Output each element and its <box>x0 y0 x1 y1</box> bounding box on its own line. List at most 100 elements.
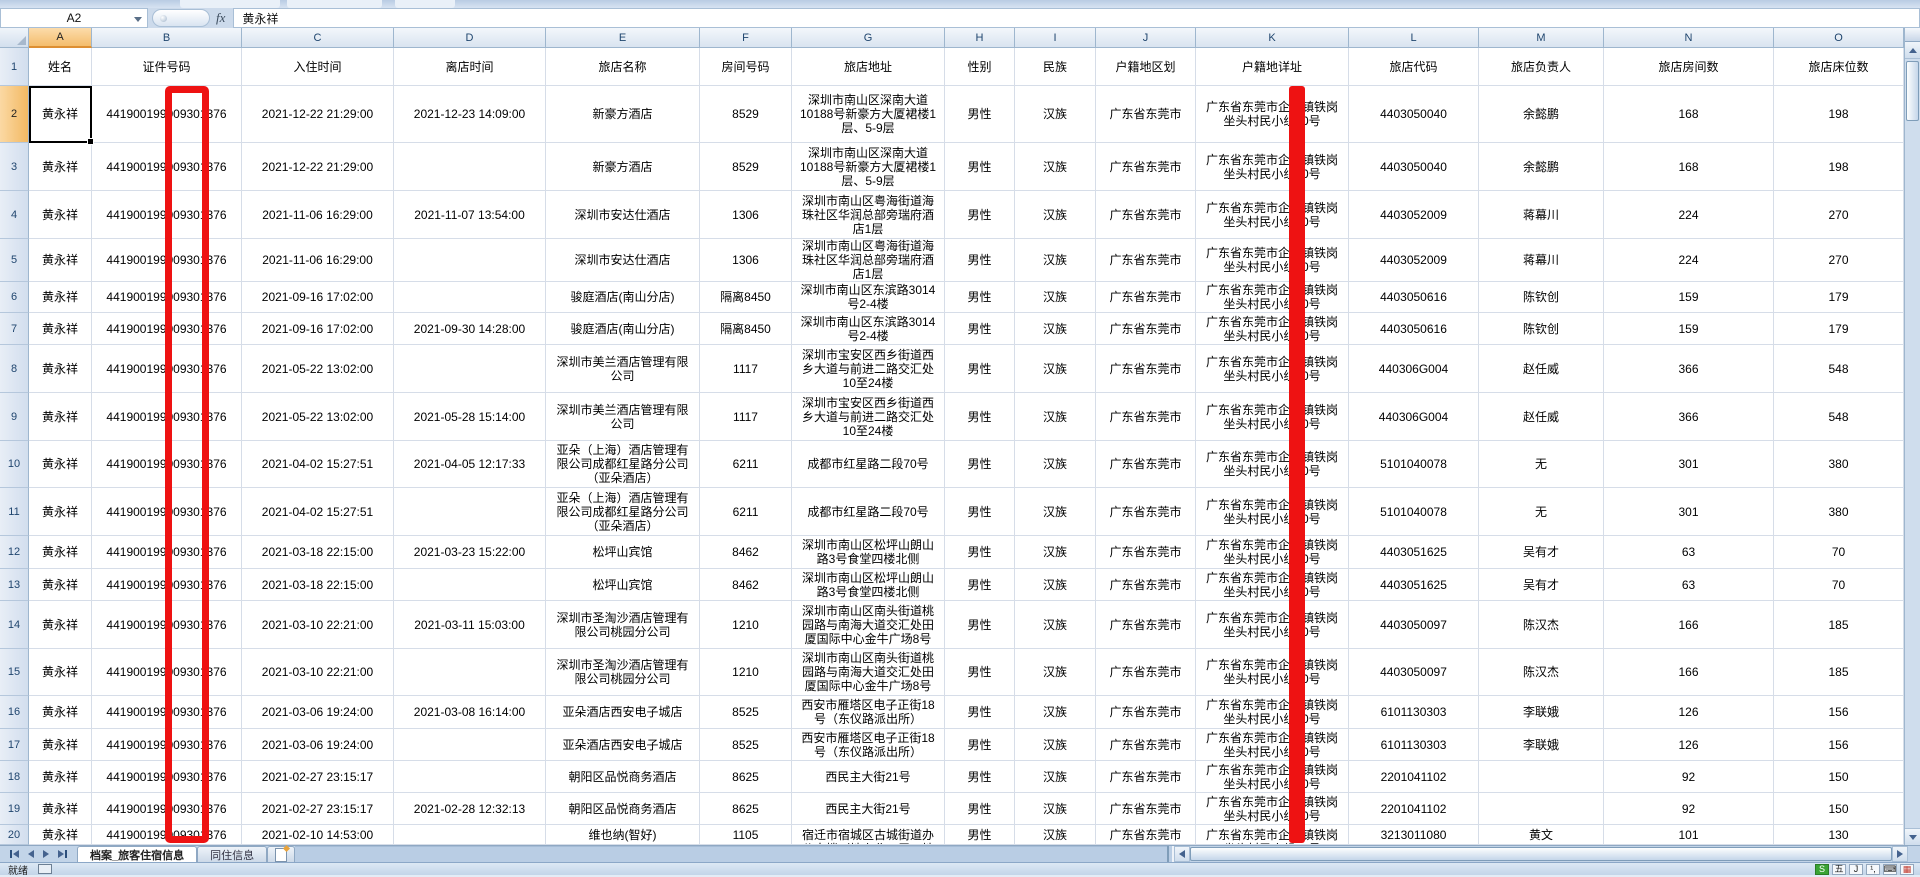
cell-H4[interactable]: 男性 <box>945 191 1015 239</box>
cell-C5[interactable]: 2021-11-06 16:29:00 <box>242 239 394 282</box>
row-header-19[interactable]: 19 <box>0 793 29 825</box>
cell-M2[interactable]: 余懿鹏 <box>1479 86 1604 143</box>
cell-G18[interactable]: 西民主大街21号 <box>792 761 945 793</box>
cell-N4[interactable]: 224 <box>1604 191 1774 239</box>
cell-N18[interactable]: 92 <box>1604 761 1774 793</box>
cell-M7[interactable]: 陈钦创 <box>1479 313 1604 345</box>
cell-H8[interactable]: 男性 <box>945 345 1015 393</box>
cell-K11[interactable]: 广东省东莞市企石镇铁岗坐头村民小组10号 <box>1196 488 1349 536</box>
cell-N8[interactable]: 366 <box>1604 345 1774 393</box>
cell-O2[interactable]: 198 <box>1774 86 1904 143</box>
cell-I14[interactable]: 汉族 <box>1015 601 1096 649</box>
scroll-right-button[interactable] <box>1892 846 1908 862</box>
cell-J16[interactable]: 广东省东莞市 <box>1096 696 1196 729</box>
cell-N17[interactable]: 126 <box>1604 729 1774 761</box>
cell-F18[interactable]: 8625 <box>700 761 792 793</box>
cell-J3[interactable]: 广东省东莞市 <box>1096 143 1196 191</box>
cell-O18[interactable]: 150 <box>1774 761 1904 793</box>
scroll-down-button[interactable] <box>1905 828 1920 845</box>
cell-G16[interactable]: 西安市雁塔区电子正街18号（东仪路派出所） <box>792 696 945 729</box>
row-header-18[interactable]: 18 <box>0 761 29 793</box>
vertical-scroll-thumb[interactable] <box>1906 61 1919 121</box>
cell-D6[interactable] <box>394 282 546 313</box>
cell-K4[interactable]: 广东省东莞市企石镇铁岗坐头村民小组10号 <box>1196 191 1349 239</box>
macro-record-icon[interactable] <box>38 864 52 874</box>
cell-E10[interactable]: 亚朵（上海）酒店管理有限公司成都红星路分公司（亚朵酒店） <box>546 441 700 488</box>
cell-E16[interactable]: 亚朵酒店西安电子城店 <box>546 696 700 729</box>
cell-G10[interactable]: 成都市红星路二段70号 <box>792 441 945 488</box>
cell-L9[interactable]: 440306G004 <box>1349 393 1479 441</box>
cell-D17[interactable] <box>394 729 546 761</box>
ime-logo-icon[interactable]: S <box>1815 863 1829 875</box>
cell-K18[interactable]: 广东省东莞市企石镇铁岗坐头村民小组10号 <box>1196 761 1349 793</box>
cell-O5[interactable]: 270 <box>1774 239 1904 282</box>
cell-B5[interactable]: 441900199009301376 <box>92 239 242 282</box>
keyboard-icon[interactable]: ⌨ <box>1883 863 1897 875</box>
cell-C16[interactable]: 2021-03-06 19:24:00 <box>242 696 394 729</box>
cell-L15[interactable]: 4403050097 <box>1349 649 1479 696</box>
row-header-3[interactable]: 3 <box>0 143 29 191</box>
cell-J13[interactable]: 广东省东莞市 <box>1096 569 1196 601</box>
cell-D18[interactable] <box>394 761 546 793</box>
cell-J9[interactable]: 广东省东莞市 <box>1096 393 1196 441</box>
mode-icon[interactable]: J <box>1849 863 1863 875</box>
cell-N6[interactable]: 159 <box>1604 282 1774 313</box>
cell-M1[interactable]: 旅店负责人 <box>1479 48 1604 86</box>
cell-O6[interactable]: 179 <box>1774 282 1904 313</box>
cell-M14[interactable]: 陈汉杰 <box>1479 601 1604 649</box>
cell-H6[interactable]: 男性 <box>945 282 1015 313</box>
cell-L17[interactable]: 6101130303 <box>1349 729 1479 761</box>
row-header-13[interactable]: 13 <box>0 569 29 601</box>
cell-A10[interactable]: 黄永祥 <box>29 441 92 488</box>
row-header-9[interactable]: 9 <box>0 393 29 441</box>
cell-J11[interactable]: 广东省东莞市 <box>1096 488 1196 536</box>
cell-G7[interactable]: 深圳市南山区东滨路3014号2-4楼 <box>792 313 945 345</box>
cell-L16[interactable]: 6101130303 <box>1349 696 1479 729</box>
cell-B4[interactable]: 441900199009301376 <box>92 191 242 239</box>
cell-K10[interactable]: 广东省东莞市企石镇铁岗坐头村民小组10号 <box>1196 441 1349 488</box>
cell-M16[interactable]: 李联娥 <box>1479 696 1604 729</box>
cell-I20[interactable]: 汉族 <box>1015 825 1096 845</box>
cell-K5[interactable]: 广东省东莞市企石镇铁岗坐头村民小组10号 <box>1196 239 1349 282</box>
insert-function-button[interactable] <box>152 9 210 27</box>
cell-E7[interactable]: 骏庭酒店(南山分店) <box>546 313 700 345</box>
cell-C1[interactable]: 入住时间 <box>242 48 394 86</box>
column-header-J[interactable]: J <box>1096 28 1196 48</box>
last-sheet-button[interactable] <box>58 850 67 858</box>
cell-E18[interactable]: 朝阳区品悦商务酒店 <box>546 761 700 793</box>
cell-E15[interactable]: 深圳市圣淘沙酒店管理有限公司桃园分公司 <box>546 649 700 696</box>
cell-C4[interactable]: 2021-11-06 16:29:00 <box>242 191 394 239</box>
cell-E13[interactable]: 松坪山宾馆 <box>546 569 700 601</box>
cell-O13[interactable]: 70 <box>1774 569 1904 601</box>
cell-B1[interactable]: 证件号码 <box>92 48 242 86</box>
cell-A18[interactable]: 黄永祥 <box>29 761 92 793</box>
cell-B15[interactable]: 441900199009301376 <box>92 649 242 696</box>
cell-K15[interactable]: 广东省东莞市企石镇铁岗坐头村民小组10号 <box>1196 649 1349 696</box>
row-header-16[interactable]: 16 <box>0 696 29 729</box>
column-header-L[interactable]: L <box>1349 28 1479 48</box>
cell-E4[interactable]: 深圳市安达仕酒店 <box>546 191 700 239</box>
horizontal-scroll-thumb[interactable] <box>1190 847 1892 861</box>
cell-O16[interactable]: 156 <box>1774 696 1904 729</box>
cell-F5[interactable]: 1306 <box>700 239 792 282</box>
cell-D4[interactable]: 2021-11-07 13:54:00 <box>394 191 546 239</box>
cell-H2[interactable]: 男性 <box>945 86 1015 143</box>
cell-D13[interactable] <box>394 569 546 601</box>
cell-E17[interactable]: 亚朵酒店西安电子城店 <box>546 729 700 761</box>
cell-N10[interactable]: 301 <box>1604 441 1774 488</box>
cell-K7[interactable]: 广东省东莞市企石镇铁岗坐头村民小组10号 <box>1196 313 1349 345</box>
cell-O20[interactable]: 130 <box>1774 825 1904 845</box>
cell-I9[interactable]: 汉族 <box>1015 393 1096 441</box>
cell-C18[interactable]: 2021-02-27 23:15:17 <box>242 761 394 793</box>
cell-H3[interactable]: 男性 <box>945 143 1015 191</box>
cell-K12[interactable]: 广东省东莞市企石镇铁岗坐头村民小组10号 <box>1196 536 1349 569</box>
cell-L11[interactable]: 5101040078 <box>1349 488 1479 536</box>
cell-E20[interactable]: 维也纳(智好) <box>546 825 700 845</box>
cell-L12[interactable]: 4403051625 <box>1349 536 1479 569</box>
cell-K19[interactable]: 广东省东莞市企石镇铁岗坐头村民小组10号 <box>1196 793 1349 825</box>
row-header-1[interactable]: 1 <box>0 48 29 86</box>
split-handle[interactable] <box>1905 28 1920 42</box>
cell-O19[interactable]: 150 <box>1774 793 1904 825</box>
cell-L1[interactable]: 旅店代码 <box>1349 48 1479 86</box>
cell-J1[interactable]: 户籍地区划 <box>1096 48 1196 86</box>
